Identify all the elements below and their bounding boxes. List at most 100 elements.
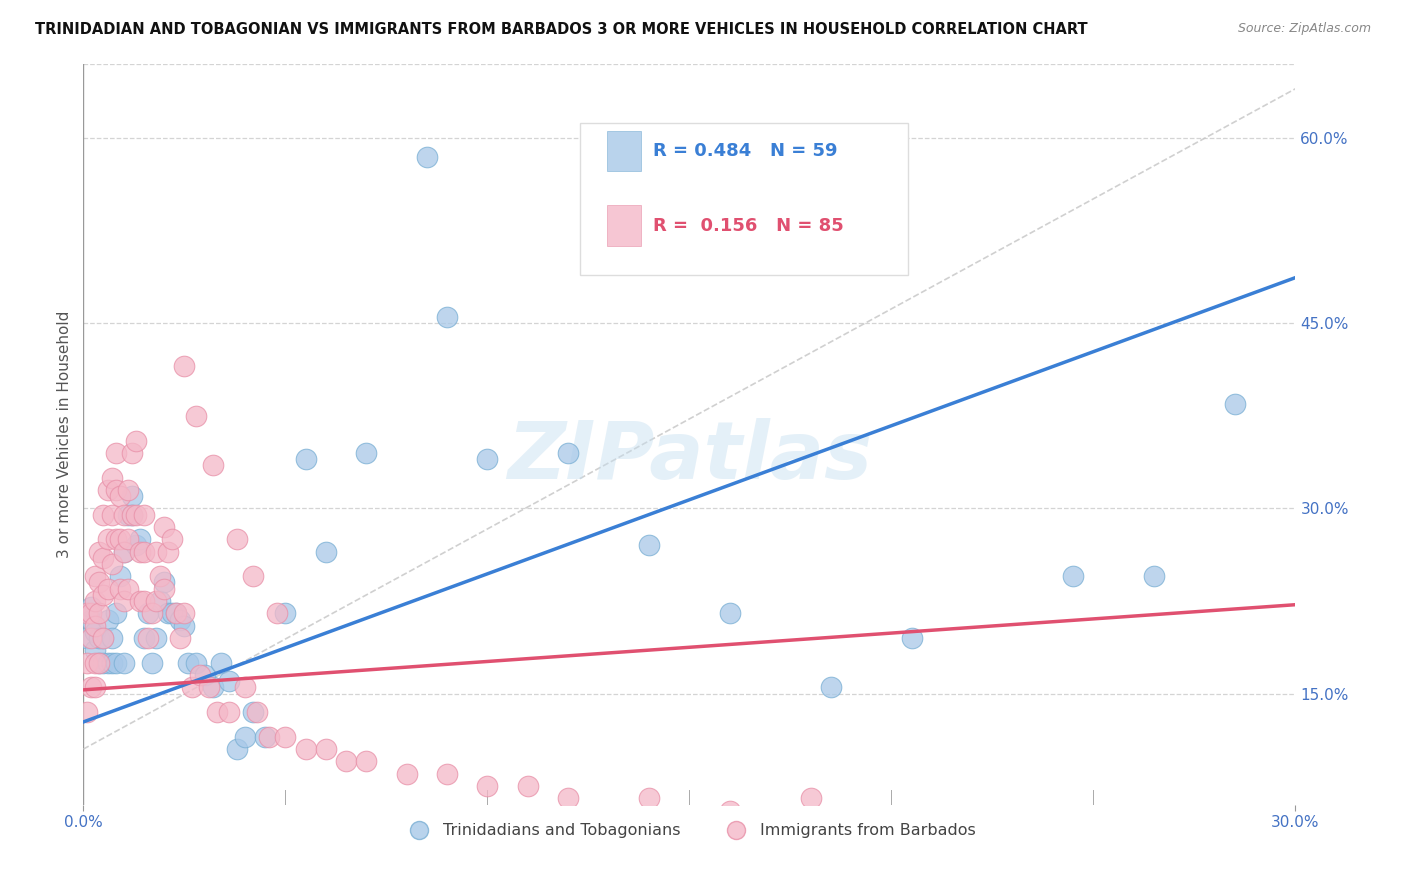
Point: [254, 730, 277, 744]
Point: [100, 508, 122, 522]
Point: [201, 681, 224, 695]
Point: [117, 582, 139, 596]
Point: [128, 594, 150, 608]
Point: [274, 730, 297, 744]
Point: [136, 631, 159, 645]
Point: [93, 550, 115, 565]
Point: [266, 607, 288, 621]
Point: [108, 582, 131, 596]
Point: [242, 569, 264, 583]
Point: [96, 483, 118, 497]
Point: [84, 594, 107, 608]
Point: [117, 483, 139, 497]
Point: [149, 594, 172, 608]
Point: [160, 607, 183, 621]
Point: [108, 533, 131, 547]
Point: [354, 446, 377, 460]
Point: [638, 791, 661, 805]
Point: [193, 668, 215, 682]
Text: R = 0.484   N = 59: R = 0.484 N = 59: [652, 143, 838, 161]
Point: [315, 742, 337, 756]
Point: [257, 730, 280, 744]
Point: [117, 533, 139, 547]
Point: [93, 508, 115, 522]
Y-axis label: 3 or more Vehicles in Household: 3 or more Vehicles in Household: [58, 310, 72, 558]
Legend: Trinidadians and Tobagonians, Immigrants from Barbados: Trinidadians and Tobagonians, Immigrants…: [396, 817, 983, 845]
Point: [169, 631, 191, 645]
Point: [76, 631, 98, 645]
Point: [820, 681, 842, 695]
Point: [96, 613, 118, 627]
Point: [89, 656, 111, 670]
Point: [436, 766, 458, 780]
FancyBboxPatch shape: [581, 123, 907, 275]
Point: [112, 508, 135, 522]
Point: [121, 489, 143, 503]
Point: [132, 594, 155, 608]
Point: [89, 575, 111, 590]
Point: [274, 607, 297, 621]
Point: [84, 624, 107, 639]
Point: [96, 533, 118, 547]
Point: [112, 544, 135, 558]
Point: [112, 656, 135, 670]
Point: [477, 779, 499, 793]
Point: [557, 446, 579, 460]
Point: [125, 434, 148, 448]
Point: [197, 681, 219, 695]
Point: [108, 569, 131, 583]
Point: [395, 766, 418, 780]
Point: [233, 730, 256, 744]
Point: [112, 594, 135, 608]
Point: [80, 681, 103, 695]
Point: [718, 804, 741, 818]
Point: [108, 489, 131, 503]
Point: [477, 452, 499, 467]
Point: [84, 681, 107, 695]
Point: [117, 508, 139, 522]
Point: [104, 483, 127, 497]
Point: [80, 631, 103, 645]
Point: [900, 631, 922, 645]
Point: [93, 656, 115, 670]
Text: TRINIDADIAN AND TOBAGONIAN VS IMMIGRANTS FROM BARBADOS 3 OR MORE VEHICLES IN HOU: TRINIDADIAN AND TOBAGONIAN VS IMMIGRANTS…: [35, 22, 1088, 37]
Point: [93, 631, 115, 645]
Point: [76, 656, 98, 670]
Point: [100, 470, 122, 484]
Point: [157, 607, 180, 621]
Point: [173, 618, 195, 632]
Point: [218, 674, 240, 689]
Text: ZIPatlas: ZIPatlas: [508, 417, 872, 496]
Point: [141, 607, 163, 621]
Point: [121, 508, 143, 522]
Point: [112, 544, 135, 558]
Point: [638, 538, 661, 552]
Point: [294, 452, 316, 467]
Point: [246, 705, 269, 719]
Point: [205, 705, 228, 719]
Point: [233, 681, 256, 695]
Point: [153, 582, 176, 596]
Point: [177, 656, 200, 670]
Point: [125, 508, 148, 522]
Point: [149, 569, 172, 583]
Point: [93, 631, 115, 645]
Point: [145, 631, 167, 645]
Point: [416, 150, 439, 164]
Point: [181, 681, 204, 695]
Point: [132, 508, 155, 522]
Point: [84, 643, 107, 657]
Point: [173, 359, 195, 374]
Text: Source: ZipAtlas.com: Source: ZipAtlas.com: [1237, 22, 1371, 36]
Point: [104, 446, 127, 460]
Point: [132, 631, 155, 645]
Point: [76, 607, 98, 621]
Point: [190, 668, 212, 682]
Point: [201, 458, 224, 473]
Point: [89, 544, 111, 558]
Point: [96, 582, 118, 596]
Point: [557, 791, 579, 805]
Point: [153, 520, 176, 534]
Bar: [607, 205, 641, 245]
Point: [173, 607, 195, 621]
